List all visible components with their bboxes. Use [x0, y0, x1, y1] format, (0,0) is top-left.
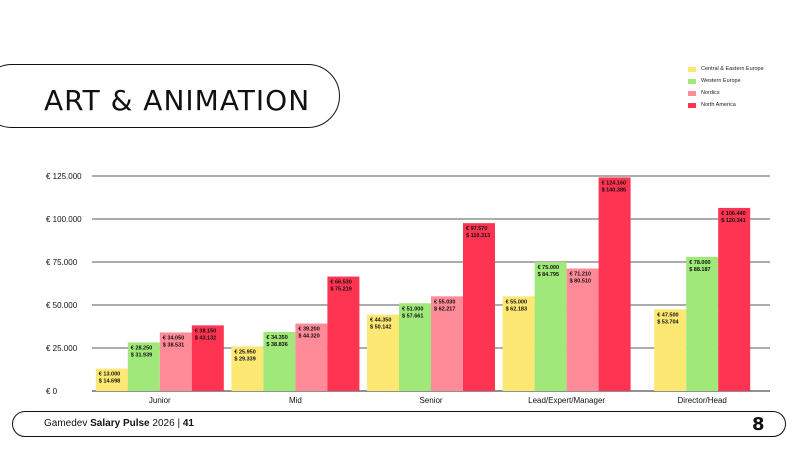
bar	[718, 207, 751, 391]
bar-label-usd: $ 84.795	[538, 272, 559, 278]
y-tick-label: € 0	[46, 387, 58, 396]
footer-frame	[12, 411, 786, 437]
bar-label-usd: $ 120.341	[721, 218, 745, 224]
x-category-label: Director/Head	[678, 396, 727, 405]
bar	[191, 325, 224, 391]
bar	[95, 368, 128, 391]
bar	[502, 296, 535, 391]
bar-label-eur: € 71.210	[570, 272, 591, 278]
legend-swatch	[688, 102, 696, 108]
bar-label-usd: $ 44.320	[298, 334, 319, 340]
bar-label-usd: $ 53.704	[657, 319, 679, 325]
page-title: ART & ANIMATION	[44, 84, 311, 117]
x-category-label: Lead/Expert/Manager	[528, 396, 605, 405]
bar-label-usd: $ 62.183	[506, 306, 527, 312]
bar-label-eur: € 75.000	[538, 265, 559, 271]
brand-logo: 8	[752, 414, 765, 435]
bar-label-eur: € 34.050	[163, 335, 184, 341]
chart-legend: Central & Eastern Europe Western Europe …	[688, 63, 764, 111]
x-category-label: Senior	[419, 396, 442, 405]
legend-swatch	[688, 66, 696, 72]
bar-label-eur: € 51.000	[402, 306, 423, 312]
bar-label-eur: € 38.150	[195, 328, 216, 334]
y-tick-label: € 75.000	[46, 258, 78, 267]
bar-label-usd: $ 88.187	[689, 267, 710, 273]
bar-label-eur: € 124.160	[602, 180, 626, 186]
bar-label-usd: $ 110.313	[466, 233, 490, 239]
bar-label-usd: $ 50.142	[370, 325, 391, 331]
bar	[399, 303, 431, 391]
legend-item-western-europe: Western Europe	[688, 75, 764, 87]
legend-item-nordics: Nordics	[688, 87, 764, 99]
bar-label-eur: € 106.440	[721, 211, 745, 217]
footer-year: 2026	[152, 418, 175, 429]
title-frame	[0, 64, 340, 128]
bar	[263, 331, 296, 391]
footer-page-number: 41	[182, 418, 194, 429]
y-tick-label: € 25.000	[46, 344, 78, 353]
footer-prefix: Gamedev	[44, 418, 88, 429]
bar-label-eur: € 55.000	[506, 299, 527, 305]
bar-label-usd: $ 140.386	[602, 187, 626, 193]
legend-swatch	[688, 90, 696, 96]
legend-item-north-america: North America	[688, 99, 764, 111]
bar-label-usd: $ 43.132	[195, 335, 216, 341]
footer-separator: |	[177, 418, 181, 429]
bar	[231, 346, 264, 391]
bar	[327, 276, 360, 391]
legend-label: Western Europe	[701, 78, 741, 84]
bar	[367, 314, 399, 391]
salary-bar-chart: € 0 € 25.000 € 50.000 € 75.000 € 100.000 € 12…	[46, 172, 770, 405]
bar-label-usd: $ 80.510	[570, 279, 591, 285]
x-category-label: Mid	[289, 396, 302, 405]
legend-swatch	[688, 78, 696, 84]
bar-label-eur: € 55.030	[434, 299, 455, 305]
y-tick-label: € 125.000	[46, 172, 82, 181]
bar-label-usd: $ 57.661	[402, 313, 423, 319]
bar	[654, 309, 687, 391]
bar	[127, 342, 160, 391]
bar-label-eur: € 25.950	[234, 349, 255, 355]
footer-text: Gamedev Salary Pulse 2026 | 41	[44, 418, 194, 429]
y-tick-label: € 50.000	[46, 301, 78, 310]
bar-label-eur: € 28.250	[131, 345, 152, 351]
footer-report-name: Salary Pulse	[90, 418, 150, 429]
bar-label-usd: $ 75.219	[330, 287, 351, 293]
bar-label-usd: $ 29.339	[234, 356, 255, 362]
y-tick-label: € 100.000	[46, 215, 82, 224]
bar-label-eur: € 78.000	[689, 260, 710, 266]
bar	[295, 323, 328, 391]
bar	[598, 177, 631, 391]
x-category-label: Junior	[149, 396, 171, 405]
bar-label-eur: € 47.500	[657, 312, 678, 318]
bar-label-usd: $ 31.939	[131, 352, 152, 358]
bar-label-eur: € 44.350	[370, 318, 391, 324]
bar	[159, 332, 192, 391]
bar	[463, 223, 495, 391]
bar	[566, 268, 599, 391]
bar-label-usd: $ 38.531	[163, 342, 184, 348]
legend-label: Central & Eastern Europe	[701, 66, 764, 72]
bar-label-eur: € 34.350	[266, 335, 287, 341]
legend-label: Nordics	[701, 90, 720, 96]
bar-label-eur: € 66.530	[330, 280, 351, 286]
bar	[534, 262, 567, 391]
legend-label: North America	[701, 102, 736, 108]
bar-label-eur: € 13.000	[99, 372, 120, 378]
bar-label-usd: $ 38.836	[266, 342, 287, 348]
bar-label-usd: $ 14.698	[99, 379, 120, 385]
bar-label-usd: $ 62.217	[434, 306, 455, 312]
bar	[431, 296, 463, 391]
bar-label-eur: € 39.200	[298, 327, 319, 333]
legend-item-central-eastern-europe: Central & Eastern Europe	[688, 63, 764, 75]
bar-label-eur: € 97.570	[466, 226, 487, 232]
bar	[686, 256, 719, 391]
